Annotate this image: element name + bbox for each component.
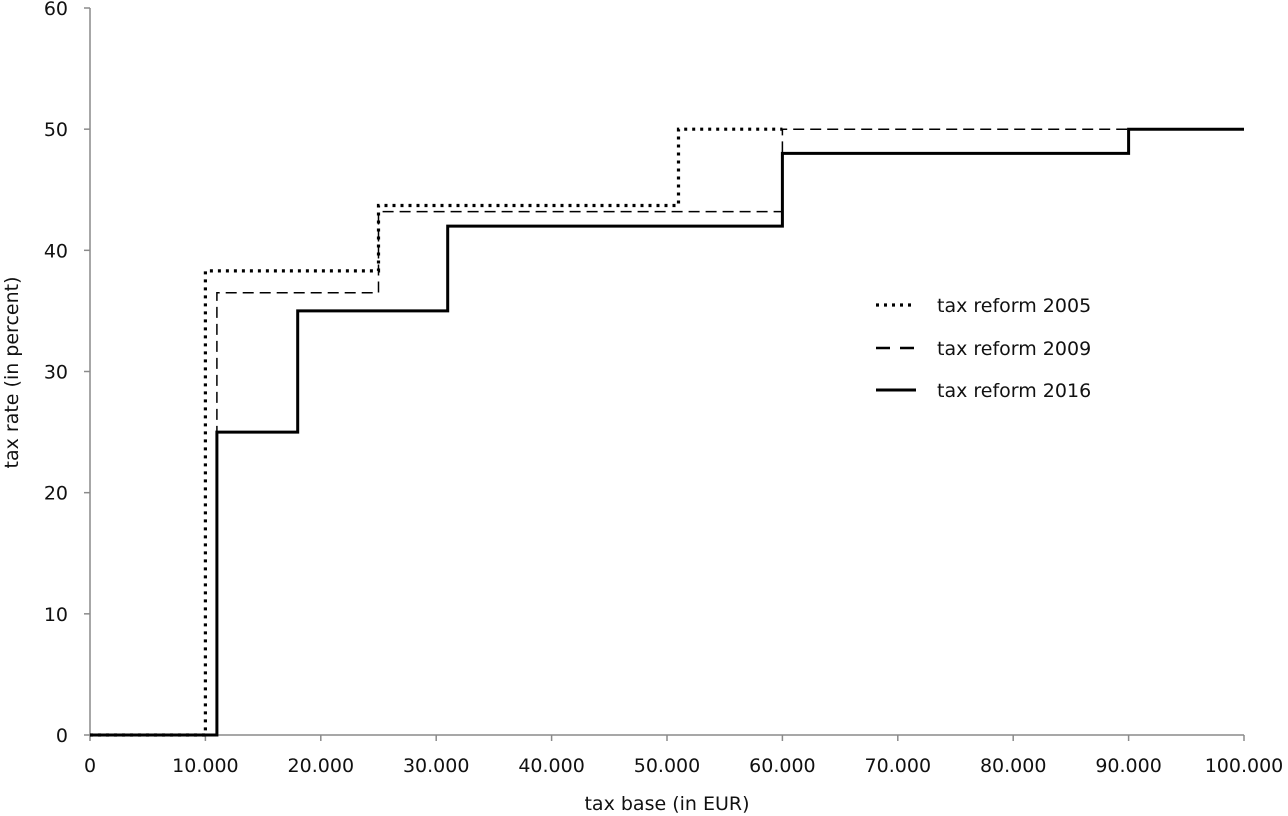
x-tick-label: 0 (84, 755, 96, 777)
legend-label: tax reform 2005 (937, 295, 1091, 317)
x-tick-label: 20.000 (288, 755, 354, 777)
legend-label: tax reform 2009 (937, 338, 1091, 360)
x-tick-label: 90.000 (1095, 755, 1161, 777)
axes (89, 8, 1244, 736)
series-line-solid (90, 127, 1244, 737)
x-tick-label: 40.000 (518, 755, 584, 777)
y-tick-label: 10 (44, 604, 68, 626)
x-tick-label: 10.000 (172, 755, 238, 777)
x-tick-label: 50.000 (634, 755, 700, 777)
x-axis-title: tax base (in EUR) (584, 793, 749, 815)
y-tick-label: 20 (44, 483, 68, 505)
series-line-dotted (90, 127, 783, 737)
legend: tax reform 2005 tax reform 2009 tax reform… (876, 295, 1091, 402)
y-tick-label: 40 (44, 240, 68, 262)
x-ticks: 0 10.000 20.000 30.000 40.000 50.000 60.000 70.… (84, 735, 1283, 777)
y-tick-label: 50 (44, 119, 68, 141)
y-tick-label: 60 (44, 0, 68, 20)
x-tick-label: 100.000 (1205, 755, 1284, 777)
y-ticks: 0 10 20 30 40 50 60 (44, 0, 90, 747)
series-line-dashed (90, 128, 1244, 736)
x-tick-label: 80.000 (980, 755, 1046, 777)
y-tick-label: 30 (44, 362, 68, 384)
x-tick-label: 30.000 (403, 755, 469, 777)
y-axis-title: tax rate (in percent) (1, 277, 23, 469)
x-tick-label: 70.000 (865, 755, 931, 777)
series-layer (90, 127, 1244, 737)
y-tick-label: 0 (56, 725, 68, 747)
x-tick-label: 60.000 (749, 755, 815, 777)
legend-label: tax reform 2016 (937, 380, 1091, 402)
